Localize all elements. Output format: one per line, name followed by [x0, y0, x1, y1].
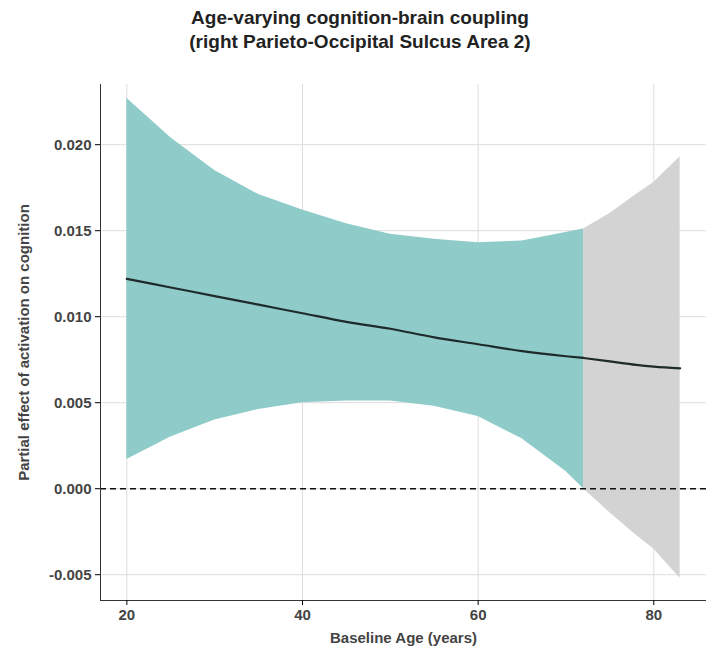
svg-text:0.005: 0.005 [54, 394, 92, 411]
svg-text:Partial effect of activation o: Partial effect of activation on cognitio… [15, 204, 32, 481]
svg-text:0.020: 0.020 [54, 136, 92, 153]
svg-text:80: 80 [645, 606, 662, 623]
html-text:(right Parieto-Occipital Sulcu: (right Parieto-Occipital Sulcus Area 2) [189, 31, 531, 52]
svg-text:0.000: 0.000 [54, 480, 92, 497]
svg-text:0.010: 0.010 [54, 308, 92, 325]
svg-text:40: 40 [294, 606, 311, 623]
svg-text:60: 60 [470, 606, 487, 623]
svg-text:0.015: 0.015 [54, 222, 92, 239]
svg-text:Baseline Age (years): Baseline Age (years) [330, 629, 477, 646]
svg-text:20: 20 [119, 606, 136, 623]
svg-text:-0.005: -0.005 [49, 566, 92, 583]
html-text:Age-varying cognition-brain co: Age-varying cognition-brain coupling [191, 7, 529, 28]
